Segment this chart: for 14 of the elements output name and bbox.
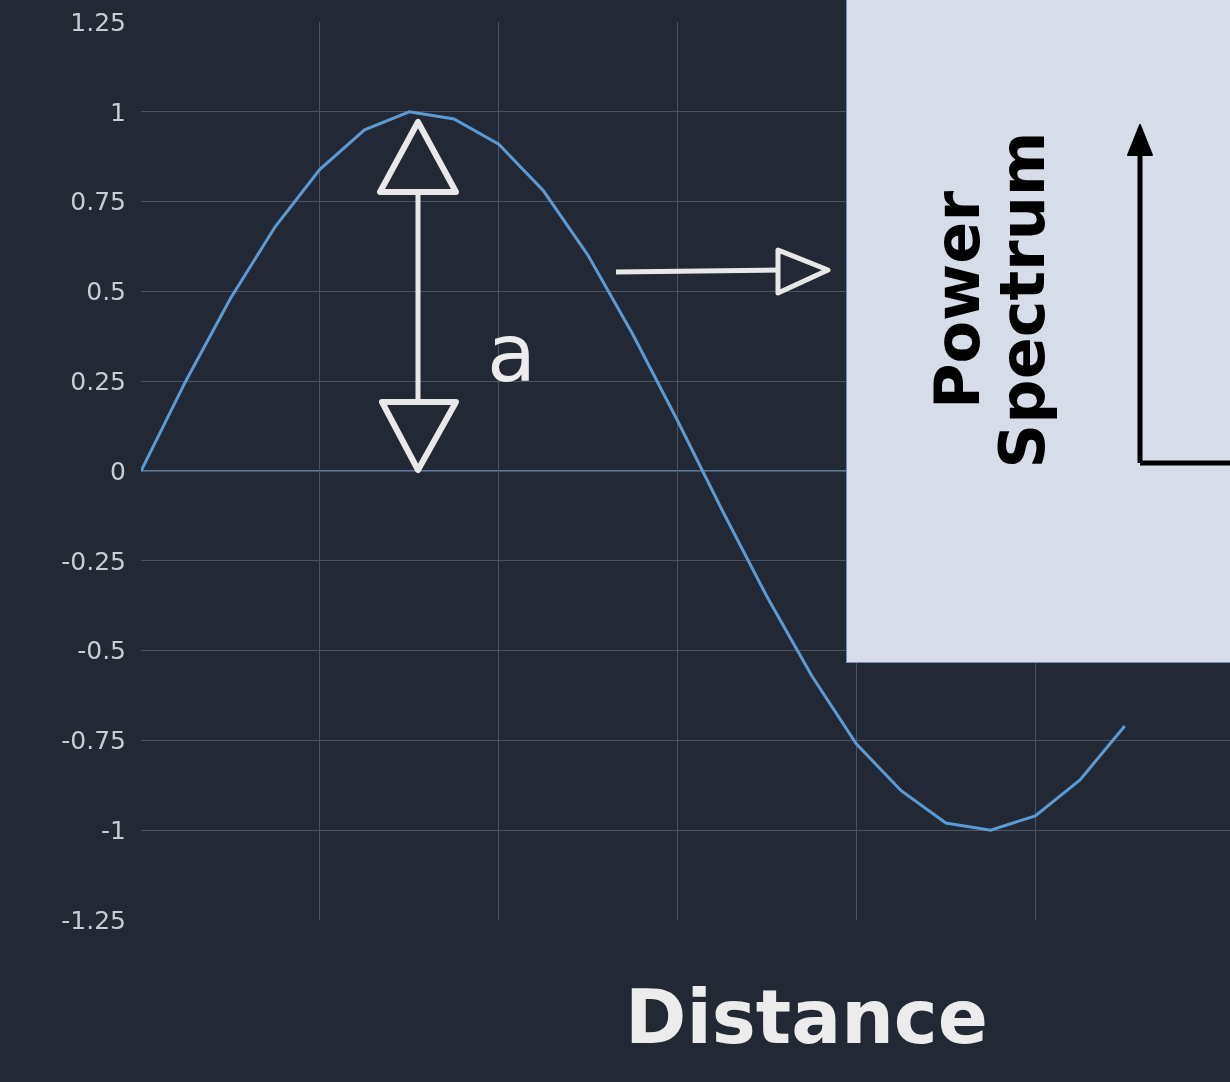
annotation: a: [487, 307, 537, 400]
y-tick-label: -0.5: [77, 636, 126, 666]
y-tick-label: -1: [101, 815, 126, 845]
y-tick-label: -0.25: [61, 546, 126, 576]
y-tick-label: 0.75: [70, 187, 126, 217]
y-tick-label: 1: [110, 97, 126, 127]
x-axis-title: Distance: [625, 974, 988, 1060]
annotation: Power Spectrum: [920, 131, 1059, 469]
y-tick-label: -1.25: [61, 905, 126, 935]
y-tick-label: 0: [110, 456, 126, 486]
y-tick-label: -0.75: [61, 726, 126, 756]
y-tick-label: 1.25: [70, 7, 126, 37]
y-tick-label: 0.25: [70, 366, 126, 396]
y-tick-label: 0.5: [86, 277, 126, 307]
